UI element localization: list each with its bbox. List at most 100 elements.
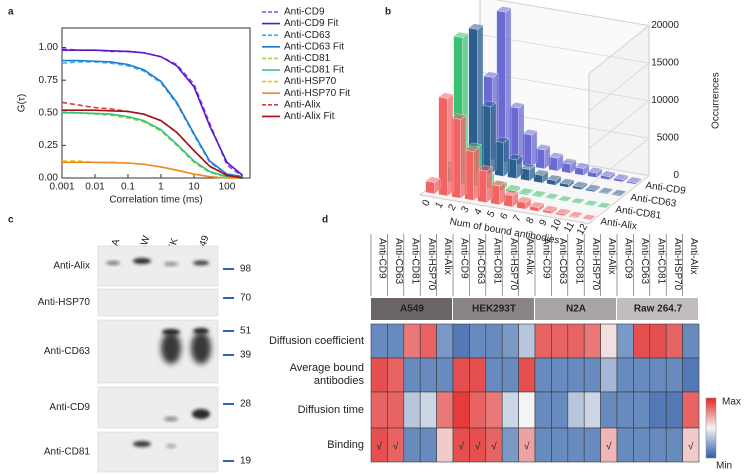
heatmap-cell (452, 323, 470, 359)
series-line (61, 61, 243, 179)
row-label: Anti-Alix (53, 261, 90, 272)
bar (438, 96, 448, 197)
bar (555, 212, 565, 217)
blot-band (106, 261, 120, 265)
row-label: Anti-CD9 (49, 402, 90, 413)
blot-band (164, 417, 178, 421)
heatmap-cell (633, 357, 651, 393)
legend-label: Anti-CD9 (284, 7, 325, 18)
column-label: Anti-CD9 (459, 238, 470, 279)
column-label: Anti-CD81 (409, 238, 420, 285)
heatmap-cell (600, 357, 618, 393)
column-label: Anti-CD9 (623, 238, 634, 279)
blot-panel (97, 288, 219, 317)
heatmap-cell (419, 427, 437, 463)
heatmap-cell (403, 323, 421, 359)
bar (572, 185, 582, 190)
x-axis-label: Correlation time (ms) (109, 195, 202, 206)
heatmap-cell (682, 357, 700, 393)
series-line (62, 111, 243, 179)
heatmap-cell (469, 357, 487, 393)
heatmap-cell (616, 323, 634, 359)
bar (600, 175, 610, 181)
heatmap-cell (616, 391, 634, 429)
heatmap-cell (616, 357, 634, 393)
heatmap-cell (616, 427, 634, 463)
bar (518, 192, 528, 196)
x-tick-label: 0.1 (121, 182, 135, 193)
bar-side (490, 102, 497, 175)
blot-panel (97, 431, 219, 473)
blot-band (133, 441, 151, 447)
column-label: Anti-Alix (606, 238, 617, 275)
legend-label: Anti-CD81 (284, 53, 331, 64)
blot-band (166, 444, 176, 448)
cell-label: √ (475, 441, 481, 453)
color-bar-min: Min (716, 461, 732, 472)
bar-side (447, 93, 454, 197)
heatmap-cell (551, 323, 569, 359)
z-tick-label: 5000 (657, 133, 680, 144)
heatmap-cell (534, 323, 552, 359)
heatmap-cell (600, 391, 618, 429)
column-label: Anti-CD81 (491, 238, 502, 285)
heatmap-cell (583, 427, 601, 463)
heatmap-cell (567, 323, 585, 359)
cell-label: √ (606, 441, 612, 453)
legend-label: Anti-CD9 Fit (284, 18, 339, 29)
x-tick-label: 10 (549, 217, 564, 233)
series-line (62, 59, 243, 178)
heatmap-cell (551, 427, 569, 463)
heatmap-cell (649, 357, 667, 393)
group-label: Raw 264.7 (634, 304, 683, 315)
blot-band (192, 409, 210, 419)
column-label: Anti-CD81 (573, 238, 584, 285)
heatmap-cell (649, 427, 667, 463)
heatmap-cell (583, 391, 601, 429)
series-line (62, 161, 243, 179)
x-tick-label: 100 (219, 182, 236, 193)
column-label: Anti-CD63 (639, 238, 650, 285)
group-label: HEK293T (472, 304, 516, 315)
legend-label: Anti-HSP70 Fit (284, 88, 350, 99)
blot-panel (97, 245, 219, 287)
x-tick-label: 3 (459, 204, 472, 215)
x-tick-label: 0 (420, 198, 433, 209)
column-label: Anti-CD81 (655, 238, 666, 285)
heatmap-cell (534, 357, 552, 393)
column-label: Anti-HSP70 (426, 238, 437, 291)
column-label: Anti-CD63 (393, 238, 404, 285)
bar (570, 202, 580, 205)
x-tick-label: 0.01 (85, 182, 105, 193)
legend-label: Anti-CD63 Fit (284, 41, 344, 52)
bar (613, 178, 623, 183)
heatmap-cell (370, 357, 388, 393)
heatmap-cell (387, 357, 405, 393)
heatmap-cell (633, 323, 651, 359)
heatmap-cell (665, 357, 683, 393)
bar (611, 193, 621, 197)
heatmap-cell (534, 427, 552, 463)
y-tick-label: 1.00 (39, 42, 59, 53)
bar (557, 199, 567, 202)
row-label: Diffusion time (297, 403, 364, 416)
bar (626, 181, 636, 185)
bar-side (460, 114, 467, 199)
heatmap-cell (567, 427, 585, 463)
heatmap-cell (501, 427, 519, 463)
group-header (535, 298, 616, 320)
heatmap-cell (583, 323, 601, 359)
heatmap-cell (370, 323, 388, 359)
marker-label: 98 (240, 264, 252, 275)
bar (596, 206, 606, 209)
x-tick-label: 12 (575, 222, 590, 238)
x-tick-label: 8 (524, 215, 537, 226)
legend-label: Anti-CD81 Fit (284, 65, 344, 76)
heatmap-cell (518, 323, 536, 359)
heatmap-cell (419, 357, 437, 393)
bar (542, 209, 552, 214)
heatmap-cell (682, 323, 700, 359)
heatmap-cell (600, 323, 618, 359)
panel-label: a (8, 7, 14, 18)
